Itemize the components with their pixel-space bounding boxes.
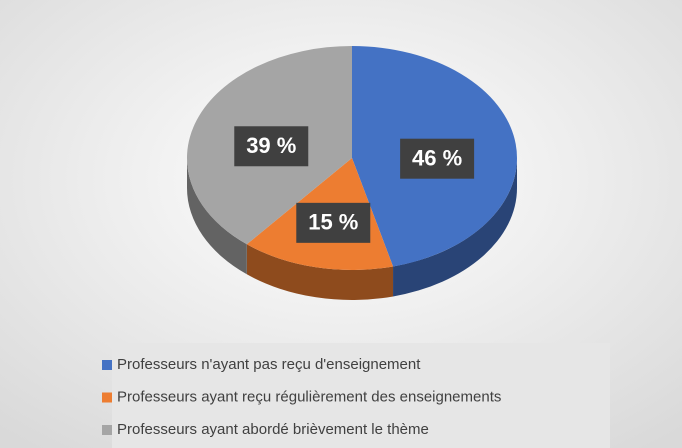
legend-swatch: [102, 425, 112, 435]
slice-side: [393, 158, 517, 297]
legend-swatch: [102, 392, 112, 403]
legend-label: Professeurs ayant abordé brièvement le t…: [117, 421, 429, 438]
legend-label: Professeurs ayant reçu régulièrement des…: [117, 388, 501, 405]
slice-side: [246, 244, 394, 300]
value-label: 39 %: [246, 133, 296, 158]
legend-label: Professeurs n'ayant pas reçu d'enseignem…: [117, 356, 421, 373]
value-label: 46 %: [412, 146, 462, 171]
value-label-box: [296, 202, 371, 243]
value-label-box: [400, 138, 475, 179]
legend-box: [112, 343, 610, 448]
legend-swatch: [102, 360, 112, 370]
value-label-box: [234, 126, 309, 167]
slice-side: [187, 158, 247, 275]
value-label: 15 %: [308, 210, 358, 235]
